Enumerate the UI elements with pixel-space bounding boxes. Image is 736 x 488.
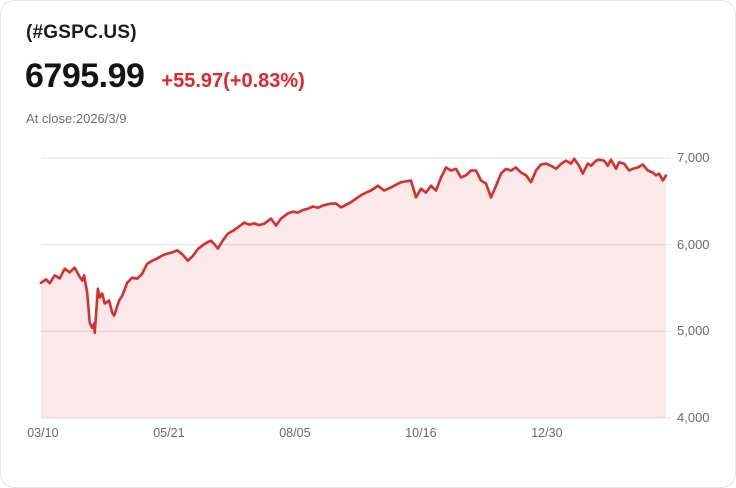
x-axis-label: 03/10 (27, 426, 59, 440)
chart-svg[interactable] (39, 146, 671, 419)
chart-plot-area[interactable] (39, 146, 671, 419)
x-axis-label: 10/16 (405, 426, 437, 440)
y-axis-label: 4,000 (677, 410, 710, 425)
y-axis-label: 6,000 (677, 236, 710, 252)
series-line (39, 157, 668, 335)
price-row: 6795.99 +55.97(+0.83%) (25, 57, 305, 96)
x-axis-label: 05/21 (153, 426, 185, 440)
y-axis-label: 7,000 (677, 149, 710, 165)
price-chart: 4,000 5,000 6,000 7,000 03/10 05/21 08/05 10/16… (1, 146, 735, 456)
y-axis-label: 5,000 (677, 323, 710, 339)
price-change: +55.97(+0.83%) (161, 70, 305, 92)
last-price: 6795.99 (25, 57, 145, 95)
x-axis-label: 12/30 (531, 426, 563, 440)
ticker-symbol: (#GSPC.US) (26, 22, 137, 43)
series-area-fill (41, 158, 666, 419)
x-axis-label: 08/05 (279, 426, 311, 440)
as-of-timestamp: At close:2026/3/9 (26, 111, 127, 126)
